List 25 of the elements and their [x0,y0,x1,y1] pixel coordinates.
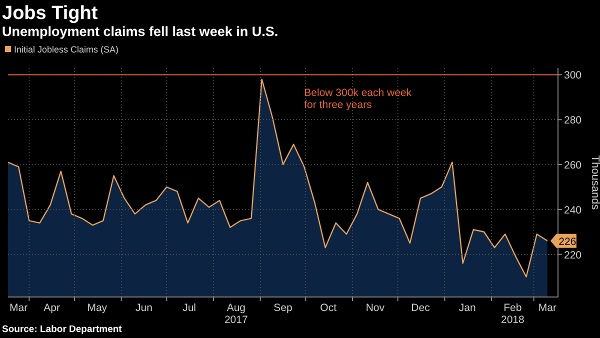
source-note: Source: Labor Department [2,324,123,335]
x-tick-label: Sep [274,302,292,314]
y-tick-label: 220 [564,249,582,262]
x-tick-label: Apr [44,302,60,314]
x-tick-label: Aug 2017 [224,302,248,326]
x-tick-label: Jan [458,302,476,314]
x-tick-label: Jun [136,302,153,314]
x-tick-label: May [87,302,108,314]
annotation: Below 300k each week for three years [304,87,412,111]
x-tick-label: Oct [320,302,337,314]
x-tick-label: Feb 2018 [500,302,525,326]
text: Initial Jobless Claims (SA) [14,44,119,54]
chart-title: Jobs Tight [2,3,98,24]
y-tick-label: 260 [564,160,582,172]
y-tick-label: 280 [564,114,582,127]
data-label: 226 [558,236,576,248]
x-tick-label: Jul [182,302,196,314]
y-axis-title: Thousands [589,155,600,210]
chart-subtitle: Unemployment claims fell last week in U.S. [2,24,278,39]
x-tick-label: Nov [366,302,386,314]
x-tick-label: Mar [538,302,557,314]
y-tick-label: 240 [564,204,582,216]
y-tick-label: 300 [564,70,582,82]
x-tick-label: Mar [10,302,28,314]
x-tick-label: Dec [411,302,430,314]
